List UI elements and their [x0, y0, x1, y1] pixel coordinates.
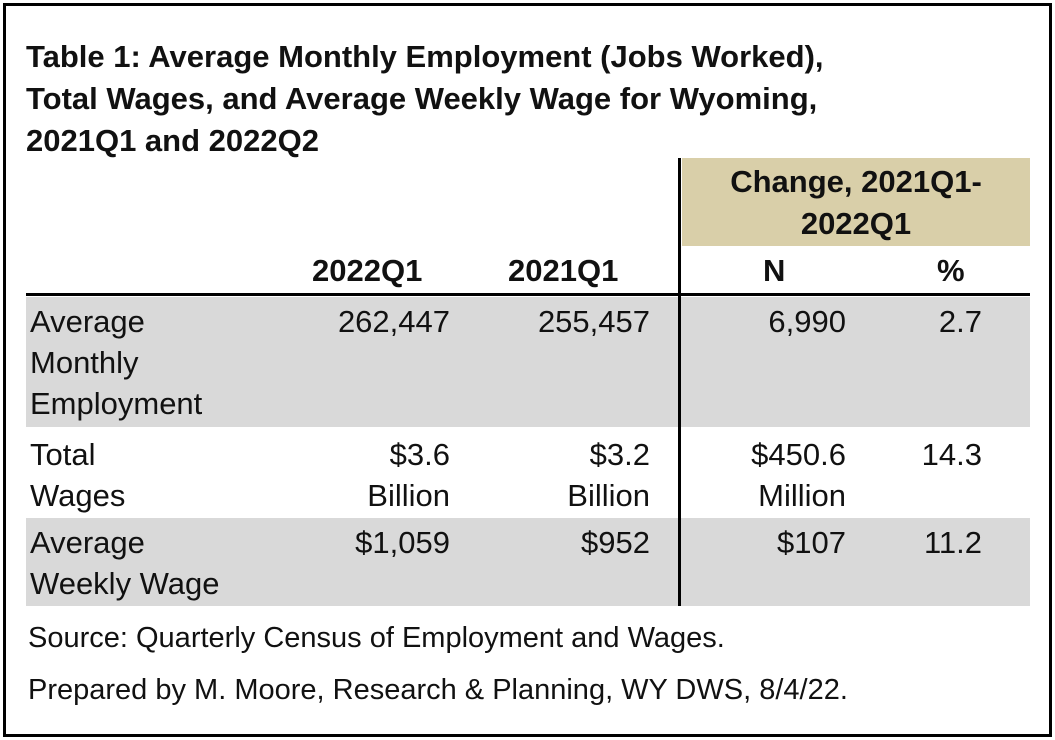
table-row: Average Weekly Wage $1,059 $952 $107 11.…	[26, 518, 1030, 606]
cell-change-n: 6,990	[768, 304, 846, 339]
change-header: Change, 2021Q1- 2022Q1	[682, 158, 1030, 246]
table-row: Total Wages $3.6 Billion $3.2 Billion $4…	[26, 430, 1030, 516]
change-column-divider	[678, 158, 681, 606]
title-line-2: Total Wages, and Average Weekly Wage for…	[26, 81, 818, 116]
column-header-n: N	[763, 253, 786, 288]
table-title: Table 1: Average Monthly Employment (Job…	[26, 36, 1026, 162]
cell-change-n: $450.6 Million	[751, 437, 846, 513]
column-header-percent: %	[937, 253, 965, 288]
cell-2021q1: 255,457	[537, 304, 650, 339]
change-header-line-1: Change, 2021Q1-	[730, 164, 982, 199]
column-header-2021q1: 2021Q1	[508, 253, 619, 288]
title-line-3: 2021Q1 and 2022Q2	[26, 123, 319, 158]
cell-change-percent: 14.3	[921, 437, 982, 472]
cell-2022q1: 262,447	[337, 304, 450, 339]
table-row: Average Monthly Employment 262,447 255,4…	[26, 297, 1030, 427]
source-note: Source: Quarterly Census of Employment a…	[28, 622, 725, 654]
title-line-1: Table 1: Average Monthly Employment (Job…	[26, 39, 824, 74]
cell-2022q1: $1,059	[355, 525, 450, 560]
column-header-2022q1: 2022Q1	[312, 253, 423, 288]
row-label: Average Weekly Wage	[30, 525, 220, 601]
change-header-line-2: 2022Q1	[800, 206, 912, 241]
cell-change-n: $107	[777, 525, 846, 560]
cell-change-percent: 11.2	[923, 525, 982, 560]
cell-2021q1: $3.2 Billion	[567, 437, 650, 513]
prepared-by-note: Prepared by M. Moore, Research & Plannin…	[28, 674, 848, 706]
row-label: Total Wages	[30, 437, 126, 513]
cell-2021q1: $952	[581, 525, 650, 560]
cell-change-percent: 2.7	[938, 304, 982, 339]
cell-2022q1: $3.6 Billion	[367, 437, 450, 513]
header-divider	[26, 293, 1030, 296]
row-label: Average Monthly Employment	[30, 304, 203, 421]
